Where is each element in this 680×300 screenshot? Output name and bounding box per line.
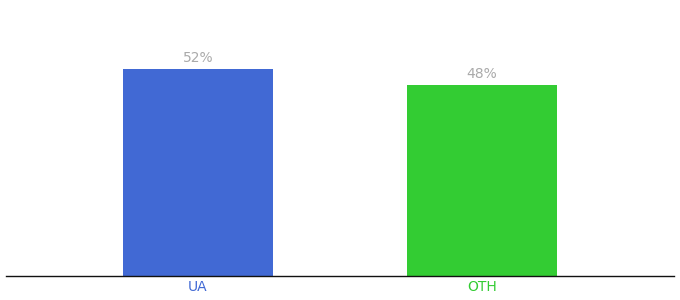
Text: 52%: 52% — [182, 51, 213, 65]
Bar — [407, 85, 558, 276]
Bar — [122, 69, 273, 276]
Text: 48%: 48% — [466, 67, 498, 81]
